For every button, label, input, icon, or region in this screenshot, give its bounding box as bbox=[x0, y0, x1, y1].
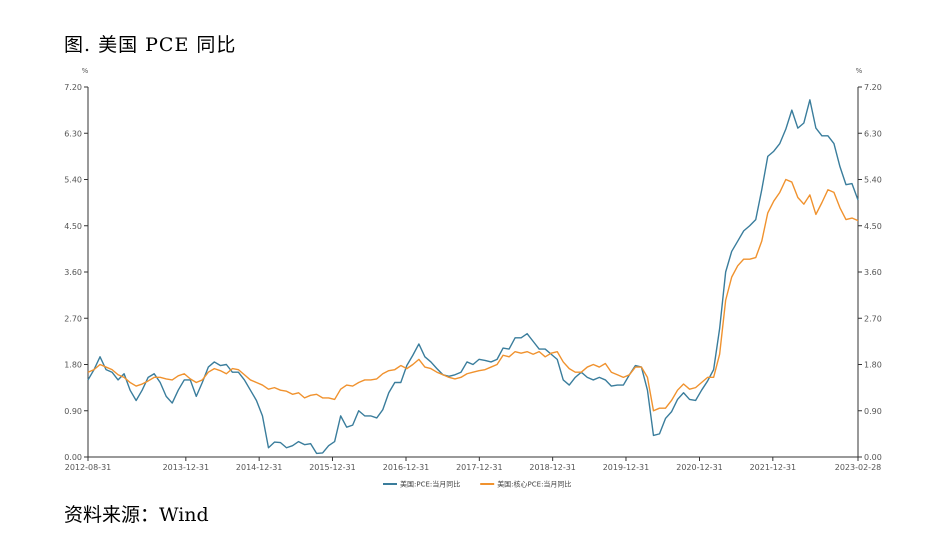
y-tick-label-right: 5.40 bbox=[864, 176, 882, 185]
x-tick-label: 2018-12-31 bbox=[529, 463, 576, 472]
figure-title: 图. 美国 PCE 同比 bbox=[64, 34, 237, 56]
y-axis-right: % 0.00 0.90 1.80 2.70 3.60 4.50 5.40 6.30 7.20 bbox=[856, 67, 882, 462]
x-tick-label: 2017-12-31 bbox=[456, 463, 503, 472]
legend: 美国:PCE:当月同比 美国:核心PCE:当月同比 bbox=[383, 480, 571, 489]
x-tick-label: 2023-02-28 bbox=[835, 463, 882, 472]
x-tick-label: 2021-12-31 bbox=[750, 463, 797, 472]
y-tick-label-right: 3.60 bbox=[864, 268, 882, 277]
x-tick-label: 2014-12-31 bbox=[236, 463, 283, 472]
y-tick-label-left: 4.50 bbox=[64, 222, 82, 231]
y-tick-label-left: 0.90 bbox=[64, 407, 82, 416]
y-tick-label-left: 7.20 bbox=[64, 83, 82, 92]
x-tick-label: 2019-12-31 bbox=[603, 463, 650, 472]
y-tick-label-right: 1.80 bbox=[864, 361, 882, 370]
legend-label-2: 美国:核心PCE:当月同比 bbox=[497, 480, 571, 489]
series-line-1 bbox=[87, 99, 859, 455]
series-line-2 bbox=[87, 178, 859, 412]
y-tick-label-left: 5.40 bbox=[64, 176, 82, 185]
y-tick-label-left: 2.70 bbox=[64, 314, 82, 323]
x-tick-label: 2013-12-31 bbox=[163, 463, 210, 472]
source-note: 资料来源：Wind bbox=[64, 504, 209, 526]
x-tick-label: 2020-12-31 bbox=[676, 463, 723, 472]
y-axis-left: % 0.00 0.90 1.80 2.70 3.60 4.50 5.40 6.30 7.20 bbox=[64, 67, 88, 462]
y-tick-label-left: 6.30 bbox=[64, 129, 82, 138]
y-tick-label-left: 3.60 bbox=[64, 268, 82, 277]
y-tick-label-right: 6.30 bbox=[864, 129, 882, 138]
y-tick-label-left: 0.00 bbox=[64, 453, 82, 462]
y-tick-label-right: 0.00 bbox=[864, 453, 882, 462]
x-tick-label: 2012-08-31 bbox=[65, 463, 112, 472]
legend-label-1: 美国:PCE:当月同比 bbox=[400, 480, 460, 489]
y-tick-label-left: 1.80 bbox=[64, 361, 82, 370]
y-unit-right: % bbox=[856, 67, 863, 75]
x-tick-label: 2015-12-31 bbox=[309, 463, 356, 472]
y-tick-label-right: 0.90 bbox=[864, 407, 882, 416]
y-tick-label-right: 7.20 bbox=[864, 83, 882, 92]
y-unit-left: % bbox=[82, 67, 89, 75]
x-tick-label: 2016-12-31 bbox=[383, 463, 430, 472]
y-tick-label-right: 2.70 bbox=[864, 314, 882, 323]
line-chart: % 0.00 0.90 1.80 2.70 3.60 4.50 5.40 6.30 7.20 % 0… bbox=[64, 67, 882, 489]
series-layer bbox=[87, 99, 859, 455]
y-tick-label-right: 4.50 bbox=[864, 222, 882, 231]
x-axis: 2012-08-31 2013-12-31 2014-12-31 2015-12-31… bbox=[65, 456, 882, 472]
